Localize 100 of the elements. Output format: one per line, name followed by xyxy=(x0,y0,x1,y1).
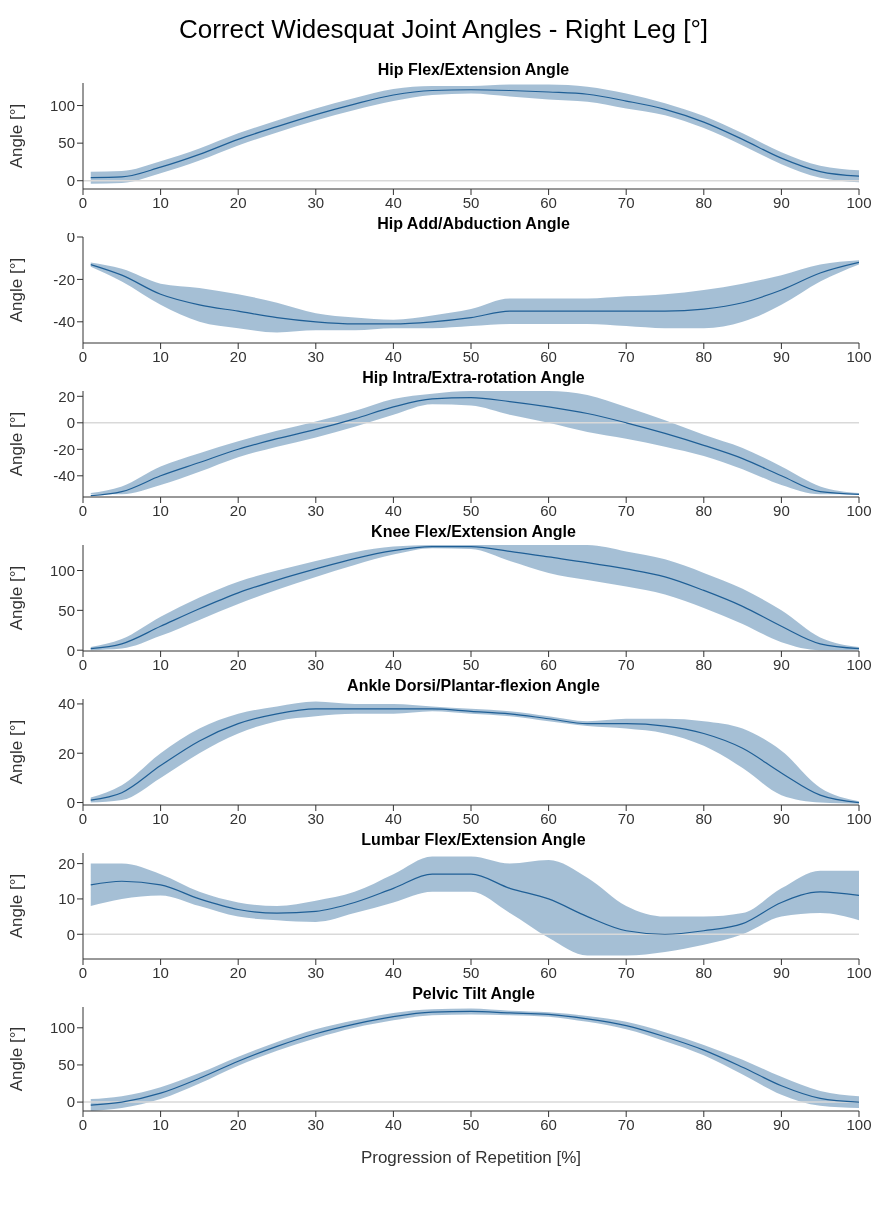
x-tick-label: 40 xyxy=(385,193,402,211)
y-axis-title: Angle [°] xyxy=(7,411,27,477)
y-tick-label: 20 xyxy=(58,744,75,762)
x-tick-label: 20 xyxy=(229,1115,247,1133)
y-tick-label: 10 xyxy=(58,890,75,908)
x-tick-label: 50 xyxy=(462,809,480,827)
x-tick-label: 0 xyxy=(78,193,88,211)
y-tick-label: 0 xyxy=(66,925,75,943)
x-tick-label: 70 xyxy=(617,347,635,365)
x-tick-label: 60 xyxy=(540,655,557,673)
x-tick-label: 40 xyxy=(385,655,402,673)
x-tick-label: 60 xyxy=(540,963,557,981)
y-tick-label: 20 xyxy=(58,387,75,405)
x-tick-label: 50 xyxy=(462,963,480,981)
x-tick-label: 30 xyxy=(307,809,325,827)
x-tick-label: 60 xyxy=(540,501,557,519)
x-tick-label: 80 xyxy=(695,963,713,981)
x-tick-label: 90 xyxy=(773,1115,790,1133)
x-tick-label: 40 xyxy=(385,963,402,981)
x-tick-label: 20 xyxy=(229,501,247,519)
x-tick-label: 60 xyxy=(540,1115,557,1133)
y-tick-label: 0 xyxy=(66,793,75,811)
y-tick-label: 100 xyxy=(49,1019,75,1037)
x-tick-label: 10 xyxy=(152,809,169,827)
x-tick-label: 100 xyxy=(846,655,872,673)
x-tick-label: 100 xyxy=(846,501,872,519)
y-tick-label: -40 xyxy=(53,313,75,331)
x-tick-label: 50 xyxy=(462,655,480,673)
y-tick-label: 100 xyxy=(49,561,75,579)
x-tick-label: 60 xyxy=(540,193,557,211)
x-tick-label: 40 xyxy=(385,501,402,519)
x-tick-label: 50 xyxy=(462,1115,480,1133)
x-tick-label: 90 xyxy=(773,501,790,519)
x-tick-label: 10 xyxy=(152,655,169,673)
x-tick-label: 10 xyxy=(152,1115,169,1133)
x-tick-label: 10 xyxy=(152,347,169,365)
x-tick-label: 0 xyxy=(78,963,88,981)
chart-subtitle: Hip Intra/Extra-rotation Angle xyxy=(361,369,586,387)
y-tick-label: 20 xyxy=(58,854,75,872)
y-axis-title: Angle [°] xyxy=(7,565,27,631)
x-tick-label: 70 xyxy=(617,1115,635,1133)
x-tick-label: 0 xyxy=(78,501,88,519)
x-tick-label: 40 xyxy=(385,347,402,365)
x-tick-label: 10 xyxy=(152,501,169,519)
y-tick-label: 100 xyxy=(49,96,75,114)
x-tick-label: 80 xyxy=(695,501,713,519)
x-tick-label: 0 xyxy=(78,347,88,365)
x-tick-label: 30 xyxy=(307,963,325,981)
x-tick-label: 40 xyxy=(385,809,402,827)
chart-subtitle: Knee Flex/Extension Angle xyxy=(370,523,577,541)
x-tick-label: 0 xyxy=(78,655,88,673)
y-tick-label: 50 xyxy=(58,1056,75,1074)
x-tick-label: 70 xyxy=(617,809,635,827)
y-tick-label: -20 xyxy=(53,440,75,458)
y-tick-label: 0 xyxy=(66,1093,75,1111)
x-tick-label: 90 xyxy=(773,809,790,827)
y-tick-label: -40 xyxy=(53,467,75,485)
x-tick-label: 90 xyxy=(773,655,790,673)
x-tick-label: 30 xyxy=(307,1115,325,1133)
x-tick-label: 30 xyxy=(307,347,325,365)
x-tick-label: 90 xyxy=(773,193,790,211)
y-tick-label: 40 xyxy=(58,695,75,713)
x-tick-label: 0 xyxy=(78,1115,88,1133)
x-tick-label: 10 xyxy=(152,193,169,211)
x-tick-label: 20 xyxy=(229,347,247,365)
x-tick-label: 100 xyxy=(846,1115,872,1133)
x-tick-label: 20 xyxy=(229,193,247,211)
chart-subtitle: Pelvic Tilt Angle xyxy=(411,985,536,1003)
chart-subtitle: Hip Add/Abduction Angle xyxy=(377,215,570,232)
x-tick-label: 50 xyxy=(462,193,480,211)
x-tick-label: 80 xyxy=(695,1115,713,1133)
x-tick-label: 50 xyxy=(462,347,480,365)
chart-subtitle: Ankle Dorsi/Plantar-flexion Angle xyxy=(346,677,601,695)
x-tick-label: 20 xyxy=(229,963,247,981)
x-tick-label: 40 xyxy=(385,1115,402,1133)
x-tick-label: 0 xyxy=(78,809,88,827)
y-tick-label: 0 xyxy=(66,414,75,432)
x-tick-label: 90 xyxy=(773,963,790,981)
x-tick-label: 80 xyxy=(695,347,713,365)
x-tick-label: 70 xyxy=(617,501,635,519)
line-series xyxy=(90,873,859,935)
x-tick-label: 80 xyxy=(695,193,713,211)
chart-subtitle: Hip Flex/Extension Angle xyxy=(376,61,571,79)
y-axis-title: Angle [°] xyxy=(7,719,27,785)
x-tick-label: 100 xyxy=(846,963,872,981)
x-tick-label: 70 xyxy=(617,655,635,673)
x-tick-label: 30 xyxy=(307,193,325,211)
x-tick-label: 60 xyxy=(540,347,557,365)
x-tick-label: 80 xyxy=(695,809,713,827)
x-tick-label: 20 xyxy=(229,809,247,827)
x-tick-label: 20 xyxy=(229,655,247,673)
x-tick-label: 90 xyxy=(773,347,790,365)
x-axis-title: Progression of Repetition [%] xyxy=(360,1148,582,1167)
chart-subtitle: Lumbar Flex/Extension Angle xyxy=(360,831,587,849)
y-axis-title: Angle [°] xyxy=(7,873,27,939)
x-tick-label: 70 xyxy=(617,193,635,211)
y-tick-label: 0 xyxy=(66,641,75,659)
y-axis-title: Angle [°] xyxy=(7,257,27,323)
x-tick-label: 10 xyxy=(152,963,169,981)
y-tick-label: 50 xyxy=(58,601,75,619)
